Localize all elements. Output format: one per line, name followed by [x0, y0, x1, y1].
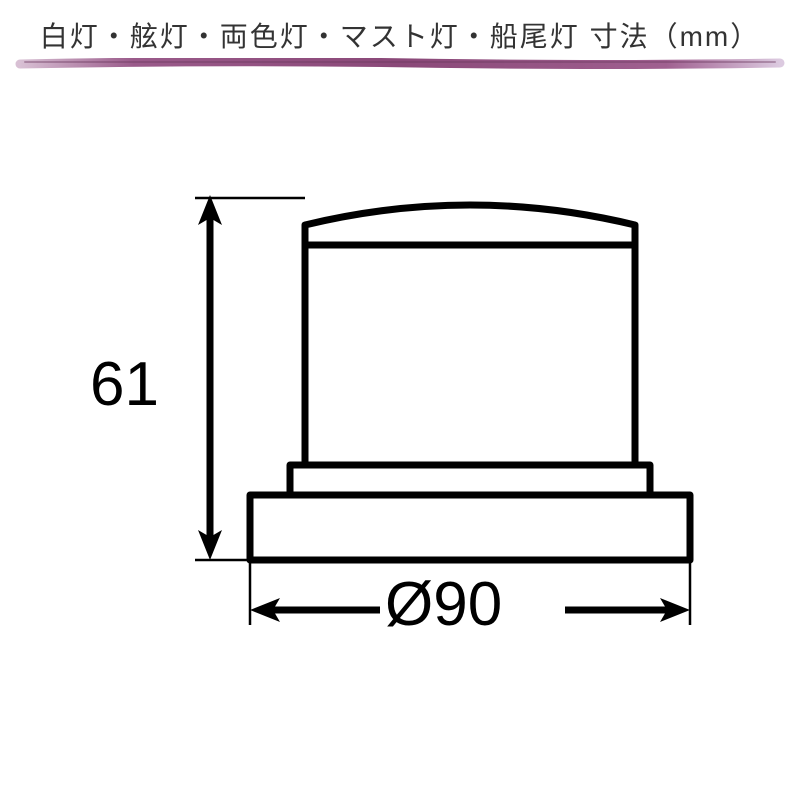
height-label: 61: [90, 350, 159, 419]
diameter-label: Ø90: [385, 570, 502, 639]
cap-path: [305, 205, 635, 245]
title-underline: [15, 58, 785, 70]
page-title: 白灯・舷灯・両色灯・マスト灯・船尾灯 寸法（mm）: [0, 15, 800, 55]
base-rect: [250, 495, 690, 560]
light-fixture-outline: [250, 205, 690, 560]
diameter-dimension: Ø90: [250, 560, 690, 639]
collar-path: [290, 465, 650, 495]
height-dimension: 61: [90, 195, 305, 560]
body-path: [305, 245, 635, 465]
dimension-diagram: 61 Ø90: [80, 140, 720, 660]
